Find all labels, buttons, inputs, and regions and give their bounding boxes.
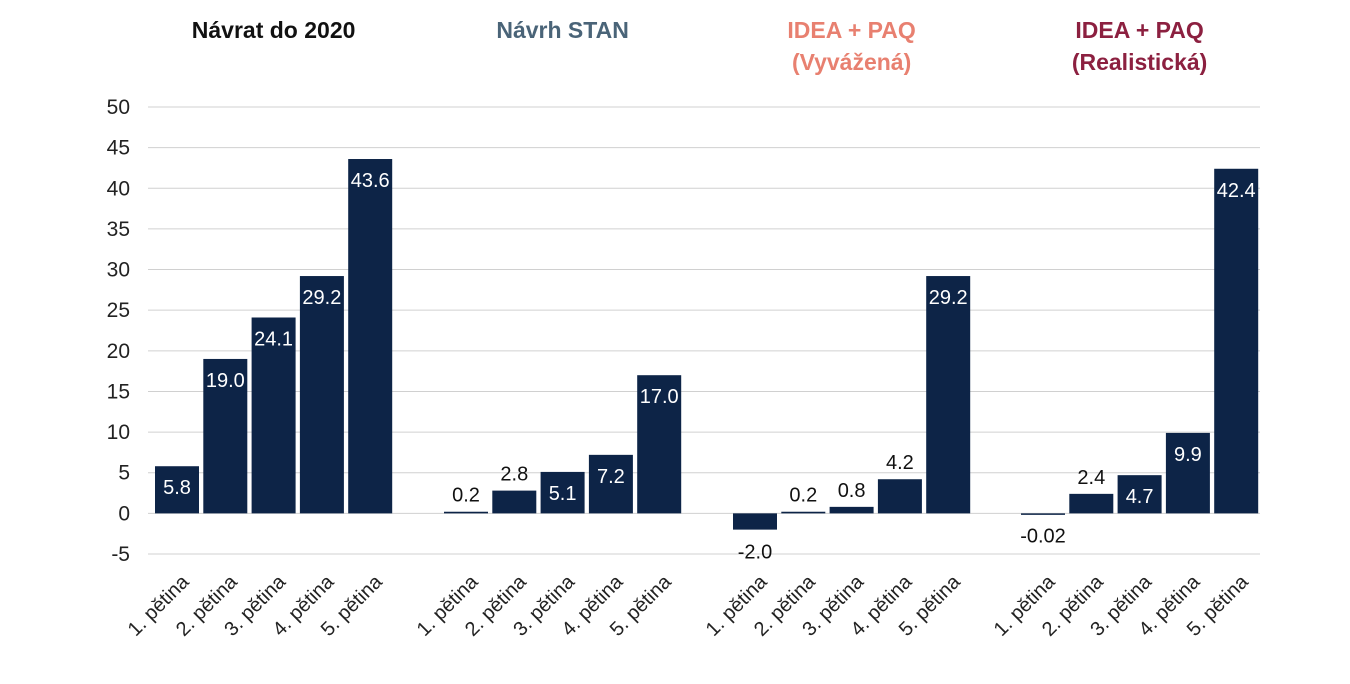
data-label: -2.0 xyxy=(738,542,772,564)
data-label: 0.2 xyxy=(452,485,480,507)
data-label: 29.2 xyxy=(302,287,341,309)
y-tick-label: 40 xyxy=(107,177,130,200)
bar xyxy=(1069,493,1114,514)
data-label: -0.02 xyxy=(1020,526,1066,548)
group-title: IDEA + PAQ xyxy=(787,17,915,43)
bar xyxy=(733,513,777,530)
data-label: 42.4 xyxy=(1217,180,1256,202)
data-label: 0.8 xyxy=(838,480,866,502)
group-title: (Vyvážená) xyxy=(792,49,911,75)
group-title: (Realistická) xyxy=(1072,49,1208,75)
bar xyxy=(444,511,488,514)
bar xyxy=(1165,432,1210,514)
data-label: 43.6 xyxy=(351,170,390,192)
y-tick-label: 15 xyxy=(107,380,130,403)
data-label: 17.0 xyxy=(640,386,679,408)
y-tick-label: 25 xyxy=(107,299,130,322)
bar xyxy=(1117,475,1162,514)
data-label: 5.1 xyxy=(549,483,577,505)
group-title: Návrh STAN xyxy=(496,17,629,43)
data-label: 4.2 xyxy=(886,452,914,474)
bar xyxy=(877,479,922,514)
y-tick-label: 35 xyxy=(107,218,130,241)
y-axis: -5 0 5 10 15 20 25 30 35 40 45 50 xyxy=(107,96,130,566)
group-titles: Návrat do 2020 Návrh STAN IDEA + PAQ (Vyváž… xyxy=(192,17,1208,75)
bar xyxy=(492,490,537,514)
data-label: 5.8 xyxy=(163,477,191,499)
data-labels: 5.8 19.0 24.1 29.2 43.6 0.2 2.8 5.1 7.2 17.0 -2.0 0… xyxy=(163,170,1256,564)
data-label: 4.7 xyxy=(1126,486,1154,508)
bar xyxy=(155,466,199,514)
y-tick-label: 10 xyxy=(107,421,130,444)
bar xyxy=(829,506,874,514)
bar xyxy=(540,471,585,514)
y-tick-label: 30 xyxy=(107,259,130,282)
bar xyxy=(637,375,682,514)
bar xyxy=(588,454,633,514)
bar xyxy=(1021,513,1065,515)
data-label: 2.8 xyxy=(500,464,528,486)
y-tick-label: 20 xyxy=(107,340,130,363)
group-title: Návrat do 2020 xyxy=(192,17,356,43)
y-tick-label: -5 xyxy=(111,543,130,566)
y-tick-label: 5 xyxy=(118,462,130,485)
bars xyxy=(155,159,1259,530)
bar xyxy=(251,317,296,514)
data-label: 9.9 xyxy=(1174,444,1202,466)
bar xyxy=(299,276,344,514)
data-label: 19.0 xyxy=(206,370,245,392)
data-label: 29.2 xyxy=(929,287,968,309)
bar xyxy=(203,358,248,514)
bar xyxy=(348,159,393,514)
group-title: IDEA + PAQ xyxy=(1075,17,1203,43)
y-tick-label: 45 xyxy=(107,137,130,160)
bar xyxy=(1214,168,1259,514)
y-tick-label: 0 xyxy=(118,502,130,525)
data-label: 0.2 xyxy=(789,485,817,507)
data-label: 2.4 xyxy=(1077,467,1105,489)
data-label: 24.1 xyxy=(254,328,293,350)
y-tick-label: 50 xyxy=(107,96,130,119)
bar xyxy=(926,276,971,514)
data-label: 7.2 xyxy=(597,466,625,488)
bar xyxy=(781,511,826,514)
